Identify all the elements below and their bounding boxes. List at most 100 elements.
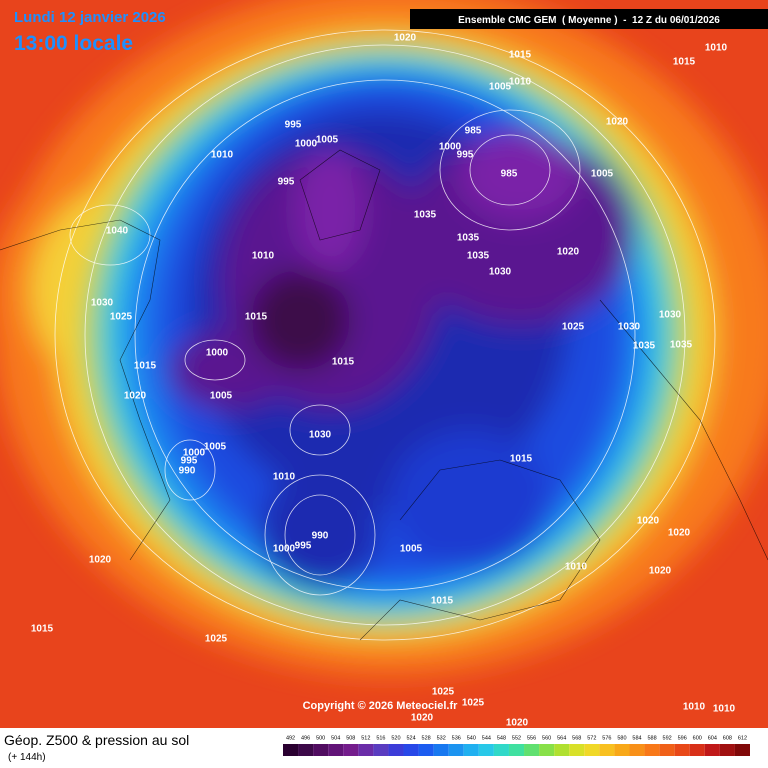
footer-title: Géop. Z500 & pression au sol [4, 732, 189, 748]
isobar-label: 1025 [110, 312, 133, 323]
isobar-label: 1020 [637, 516, 660, 527]
colorbar-label: 540 [467, 735, 476, 741]
isobar-label: 1025 [432, 687, 455, 698]
isobar-label: 1005 [400, 544, 423, 555]
isobar-label: 1000 [273, 544, 296, 555]
isobar-label: 1020 [557, 247, 580, 258]
isobar-label: 1035 [670, 340, 693, 351]
isobar-label: 1005 [316, 135, 339, 146]
colorbar-label: 592 [663, 735, 672, 741]
colorbar-label: 604 [708, 735, 717, 741]
date: Lundi 12 janvier 2026 [14, 9, 166, 26]
isobar-label: 1035 [633, 341, 656, 352]
isobar-label: 1015 [245, 312, 268, 323]
isobar-label: 1005 [210, 391, 233, 402]
colorbar: 492 496 500 504 508 512 516 520 524 528 532 536 540 5… [283, 735, 750, 756]
colorbar-swatch [689, 744, 705, 756]
isobar-label: 995 [285, 120, 302, 131]
isobar-label: 1010 [273, 472, 296, 483]
colorbar-swatch [343, 744, 359, 756]
copyright: Copyright © 2026 Meteociel.fr [303, 700, 459, 712]
colorbar-swatch [373, 744, 389, 756]
isobar-label: 1025 [462, 698, 485, 709]
isobar-label: 1010 [683, 702, 706, 713]
isobar-label: 1010 [705, 43, 728, 54]
colorbar-label: 548 [497, 735, 506, 741]
colorbar-label: 612 [738, 735, 747, 741]
isobar-label: 1010 [252, 251, 275, 262]
colorbar-swatch [508, 744, 525, 756]
colorbar-label: 572 [587, 735, 596, 741]
isobar-label: 1000 [439, 142, 462, 153]
colorbar-label: 556 [527, 735, 536, 741]
colorbar-swatch [418, 744, 434, 756]
isobar-label: 1015 [431, 596, 454, 607]
colorbar-swatch [569, 744, 585, 756]
isobar-label: 1040 [106, 226, 129, 237]
colorbar-label: 508 [346, 735, 355, 741]
colorbar-swatch [358, 744, 374, 756]
time: 13:00 locale [14, 32, 133, 55]
colorbar-swatch [629, 744, 645, 756]
isobar-label: 1020 [394, 33, 417, 44]
isobar-labels: 1020101510101015101010051020985995100510… [31, 33, 736, 729]
isobar-label: 1005 [489, 82, 512, 93]
isobar-label: 1020 [411, 713, 434, 724]
isobar-label: 1015 [134, 361, 157, 372]
colorbar-swatch [478, 744, 494, 756]
isobar-label: 1030 [91, 298, 114, 309]
colorbar-swatch [584, 744, 600, 756]
isobar-label: 1035 [457, 233, 480, 244]
isobar-label: 990 [179, 466, 196, 477]
isobar-label: 1015 [673, 57, 696, 68]
colorbar-swatch [493, 744, 509, 756]
isobar-label: 1000 [206, 348, 229, 359]
colorbar-swatch [313, 744, 329, 756]
colorbar-swatch [433, 744, 449, 756]
colorbar-swatch [298, 744, 314, 756]
isobar-label: 1005 [204, 442, 227, 453]
colorbar-swatch [734, 744, 750, 756]
isobar-label: 1030 [309, 430, 332, 441]
isobar-label: 1000 [295, 139, 318, 150]
isobar-label: 1010 [713, 704, 736, 715]
colorbar-label: 492 [286, 735, 295, 741]
isobar-label: 1010 [211, 150, 234, 161]
colorbar-swatch [554, 744, 570, 756]
colorbar-label: 528 [422, 735, 431, 741]
isobar-label: 1015 [510, 454, 533, 465]
colorbar-swatch [719, 744, 735, 756]
isobar-label: 1020 [89, 555, 112, 566]
colorbar-swatch [599, 744, 615, 756]
colorbar-swatch [328, 744, 344, 756]
colorbar-swatch [388, 744, 404, 756]
colorbar-swatch [403, 744, 419, 756]
isobar-label: 985 [465, 126, 482, 137]
colorbar-label: 512 [361, 735, 370, 741]
colorbar-label: 544 [482, 735, 491, 741]
isobar-label: 995 [278, 177, 295, 188]
colorbar-label: 552 [512, 735, 521, 741]
isobar-label: 1030 [489, 267, 512, 278]
colorbar-label: 580 [617, 735, 626, 741]
isobar-label: 1015 [509, 50, 532, 61]
colorbar-label: 600 [693, 735, 702, 741]
colorbar-swatch [448, 744, 464, 756]
colorbar-swatch [644, 744, 660, 756]
colorbar-label: 560 [542, 735, 551, 741]
colorbar-label: 524 [406, 735, 415, 741]
isobar-label: 995 [457, 150, 474, 161]
colorbar-label: 516 [376, 735, 385, 741]
colorbar-swatch [674, 744, 690, 756]
isobar-label: 1030 [659, 310, 682, 321]
isobar-label: 1020 [668, 528, 691, 539]
isobar-label: 1015 [332, 357, 355, 368]
isobar-label: 985 [501, 169, 518, 180]
isobar-label: 995 [295, 541, 312, 552]
model-label: Ensemble CMC GEM ( Moyenne ) - 12 Z du 0… [458, 15, 720, 26]
isobar-label: 1015 [31, 624, 54, 635]
isobar-label: 1020 [606, 117, 629, 128]
colorbar-swatch [659, 744, 675, 756]
